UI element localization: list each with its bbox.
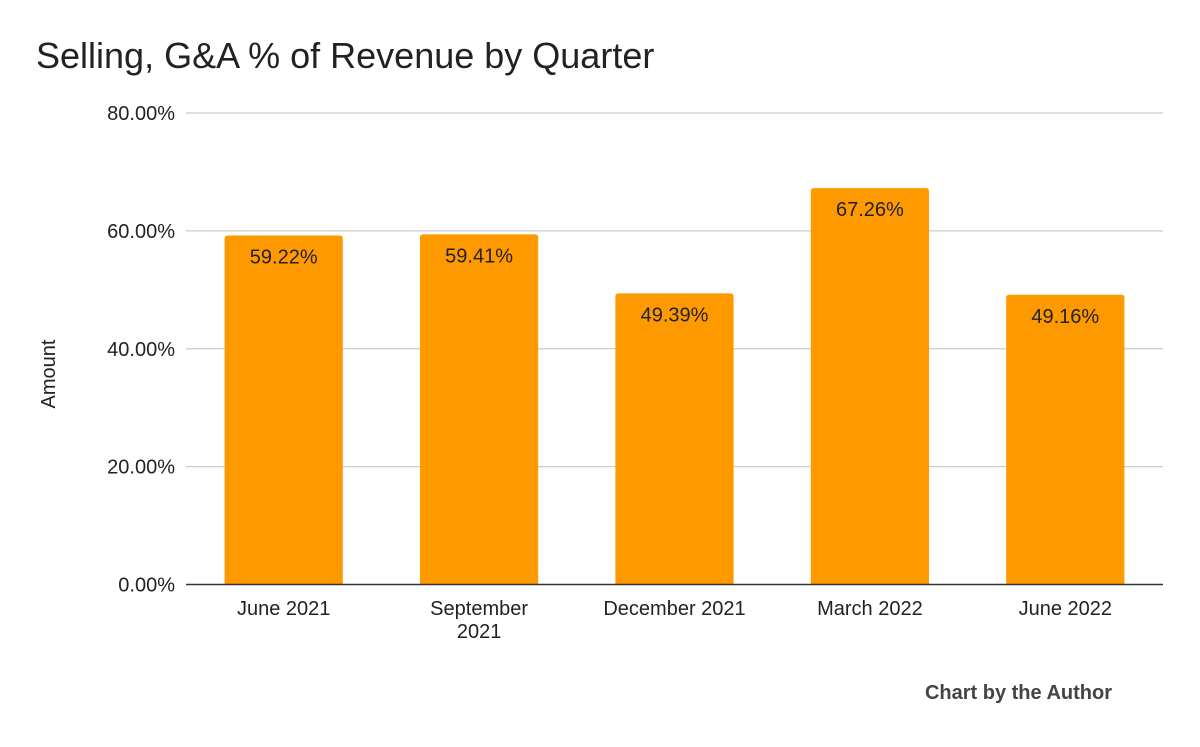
- bar: [224, 235, 343, 585]
- x-tick-label: June 2021: [237, 598, 330, 620]
- data-labels: 59.22% 59.41% 49.39% 67.26% 49.16%: [250, 199, 1100, 328]
- y-tick-label: 20.00%: [107, 457, 175, 479]
- bar-value-label: 49.39%: [641, 304, 709, 326]
- y-tick-label: 0.00%: [118, 575, 175, 597]
- bar-value-label: 49.16%: [1031, 306, 1099, 328]
- bars: [224, 188, 1125, 585]
- bar: [419, 234, 539, 585]
- x-tick-label: September: [430, 598, 528, 620]
- x-tick-label: December 2021: [603, 598, 745, 620]
- x-tick-label: March 2022: [817, 598, 923, 620]
- bar: [810, 188, 930, 585]
- y-tick-label: 40.00%: [107, 339, 175, 361]
- y-tick-label: 60.00%: [107, 221, 175, 243]
- y-tick-label: 80.00%: [107, 103, 175, 125]
- chart-credit: Chart by the Author: [925, 682, 1112, 704]
- chart-title: Selling, G&A % of Revenue by Quarter: [36, 35, 654, 76]
- bar-value-label: 59.41%: [445, 245, 513, 267]
- x-tick-label: June 2022: [1019, 598, 1112, 620]
- x-tick-label: 2021: [457, 621, 502, 643]
- bar-value-label: 67.26%: [836, 199, 904, 221]
- bar: [1006, 294, 1125, 585]
- y-axis-ticks: 0.00% 20.00% 40.00% 60.00% 80.00%: [107, 103, 175, 597]
- bar: [615, 293, 734, 585]
- bar-value-label: 59.22%: [250, 246, 318, 268]
- y-axis-label: Amount: [38, 339, 60, 408]
